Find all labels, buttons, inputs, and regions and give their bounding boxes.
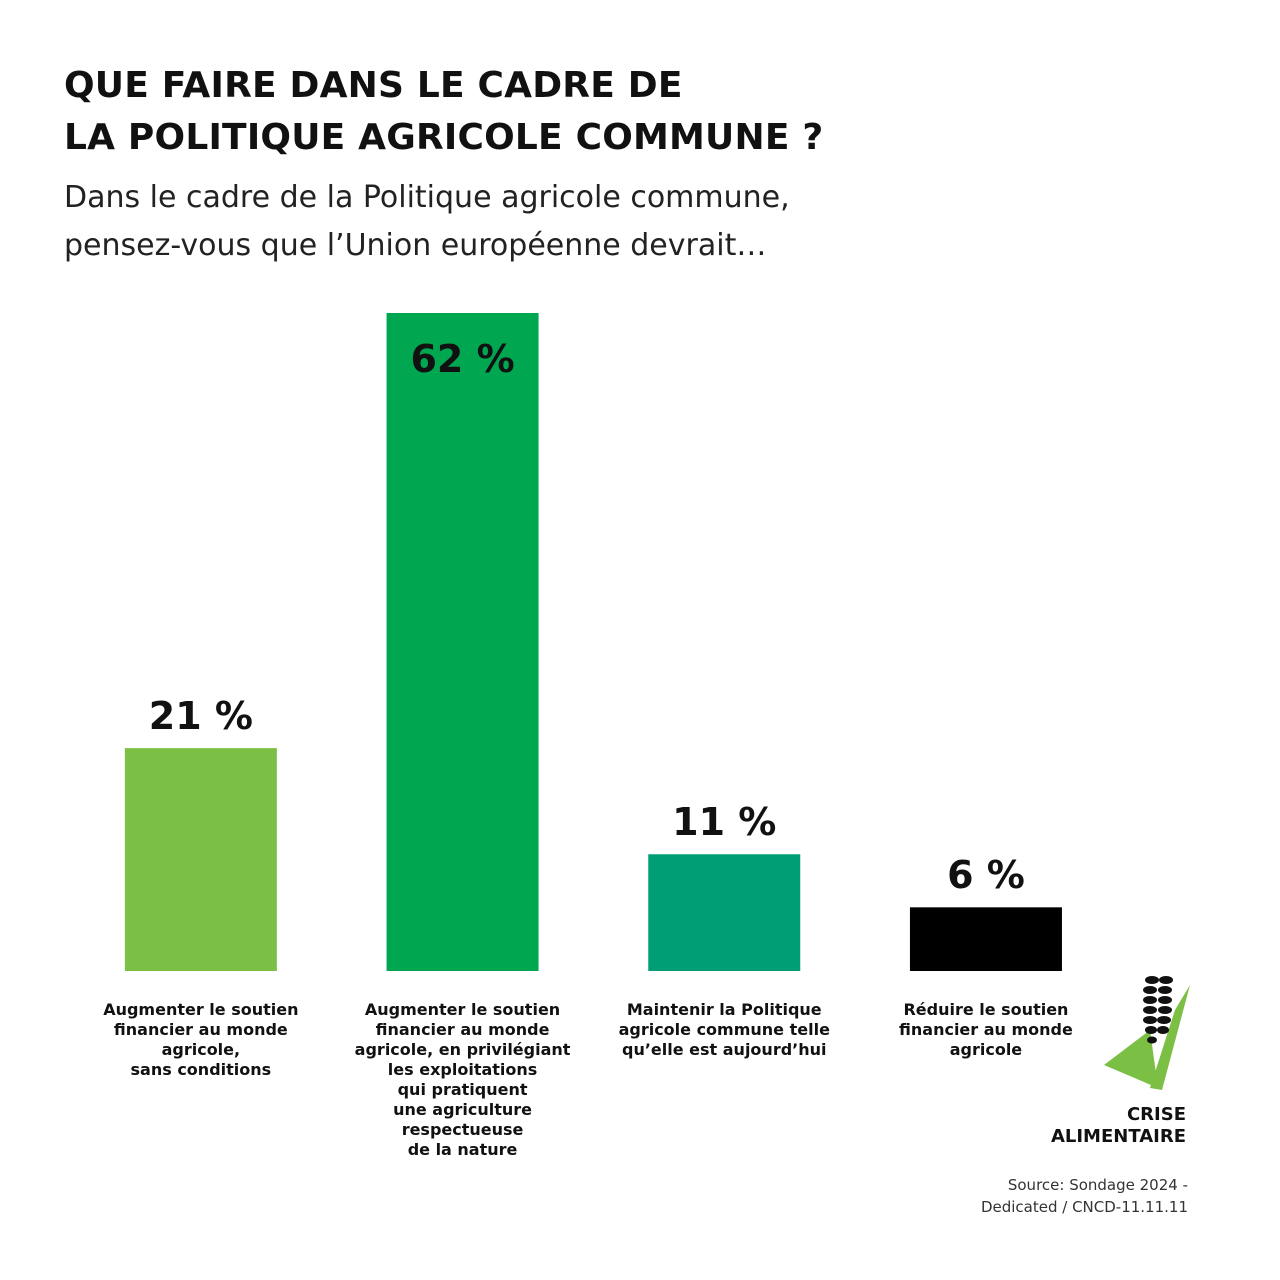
logo-text: CRISE ALIMENTAIRE bbox=[1050, 1104, 1186, 1147]
value-label: 11 % bbox=[672, 800, 777, 845]
x-tick-label: Réduire le soutien financier au monde ag… bbox=[899, 1000, 1073, 1059]
bar bbox=[648, 854, 801, 971]
x-tick-label: Augmenter le soutien financier au monde … bbox=[354, 1000, 571, 1159]
x-tick-label: Augmenter le soutien financier au monde … bbox=[103, 1000, 299, 1079]
chart-subtitle: Dans le cadre de la Politique agricole c… bbox=[64, 180, 790, 263]
bar bbox=[124, 748, 277, 971]
logo-icon bbox=[1104, 976, 1190, 1090]
value-label: 21 % bbox=[148, 694, 253, 739]
bar bbox=[909, 907, 1062, 971]
x-tick-label: Maintenir la Politique agricole commune … bbox=[618, 1000, 830, 1059]
chart-title: QUE FAIRE DANS LE CADRE DE LA POLITIQUE … bbox=[64, 65, 824, 158]
value-label: 62 % bbox=[410, 337, 515, 381]
value-label: 6 % bbox=[947, 853, 1025, 898]
bar bbox=[386, 313, 539, 971]
source: Source: Sondage 2024 - Dedicated / CNCD-… bbox=[980, 1176, 1188, 1216]
